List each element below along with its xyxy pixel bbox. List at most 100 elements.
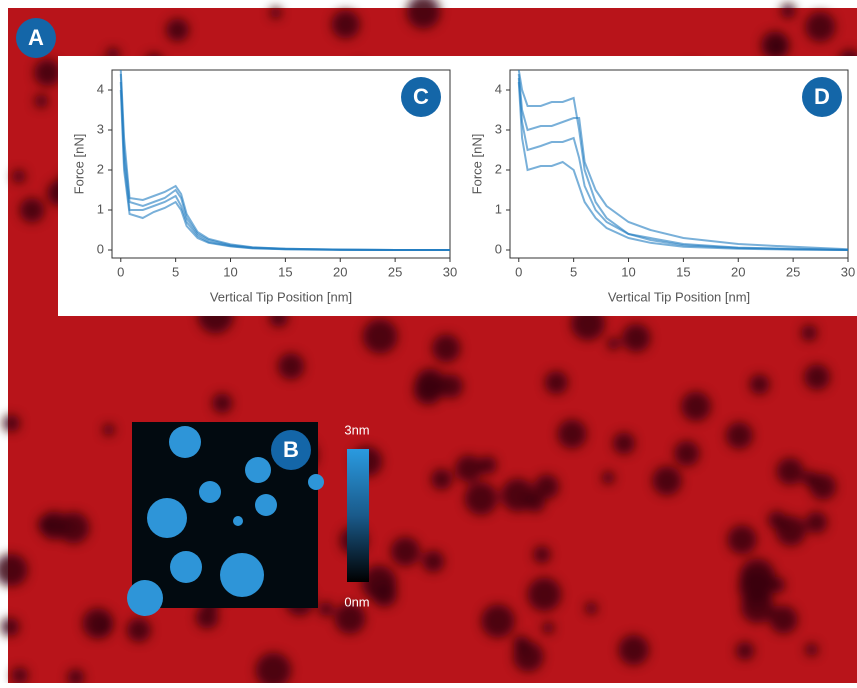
dark-domain (681, 391, 712, 422)
plot-frame (509, 69, 849, 259)
dark-domain (775, 515, 807, 547)
x-tick-label: 10 (223, 264, 237, 279)
dark-domain (735, 641, 755, 661)
dark-domain (618, 634, 650, 666)
x-tick-label: 0 (117, 264, 124, 279)
dark-domain (809, 473, 837, 500)
dark-domain (607, 337, 620, 351)
dark-domain (34, 94, 49, 109)
colorbar-label: 0nm (344, 594, 369, 609)
dark-domain (413, 375, 443, 405)
dark-domain (769, 605, 798, 634)
dark-domain (430, 468, 453, 490)
x-tick-label: 5 (570, 264, 577, 279)
dark-domain (584, 601, 598, 615)
dark-domain (431, 334, 461, 363)
dark-domain (725, 421, 753, 450)
dark-domain (513, 641, 544, 672)
dark-domain (102, 423, 115, 437)
panel-badge (271, 430, 311, 470)
dark-domain (776, 457, 804, 486)
dark-domain (739, 558, 776, 595)
force-curve (517, 73, 849, 251)
force-curve (517, 81, 849, 251)
y-tick-label: 2 (495, 161, 502, 176)
dark-domain (601, 471, 615, 485)
dark-domain (67, 668, 85, 687)
x-tick-label: 30 (841, 264, 855, 279)
dark-domain (277, 352, 305, 380)
dark-domain (211, 392, 233, 414)
y-tick-label: 3 (97, 121, 104, 136)
dark-domain (760, 31, 790, 60)
dark-domain (727, 524, 757, 555)
dark-domain (780, 3, 796, 19)
dark-domain (334, 602, 366, 635)
y-axis-label: Force [nN] (469, 134, 484, 195)
dark-domain (749, 374, 770, 395)
dark-domain (527, 577, 562, 612)
panel-letter: B (283, 437, 299, 462)
plot-frame (111, 69, 451, 259)
dark-domain (501, 478, 535, 512)
x-tick-label: 0 (515, 264, 522, 279)
x-tick-label: 15 (676, 264, 690, 279)
panel-letter: C (413, 84, 429, 109)
dark-domain (557, 419, 587, 449)
dark-domain (82, 607, 114, 640)
dark-domain (195, 605, 219, 629)
force-curve (119, 69, 450, 251)
x-tick-label: 15 (278, 264, 292, 279)
dark-domain (622, 323, 651, 353)
dark-domain (255, 652, 292, 688)
dark-domain (804, 643, 819, 657)
dark-domain (2, 414, 21, 433)
dark-domain (803, 363, 831, 391)
dark-domain (673, 440, 700, 467)
y-tick-label: 1 (97, 201, 104, 216)
dark-domain (165, 18, 190, 42)
dark-domain (19, 197, 45, 223)
dark-domain (438, 374, 463, 399)
dark-domain (422, 550, 445, 573)
dark-domain (533, 545, 551, 564)
dark-domain (478, 455, 497, 475)
dark-domain (11, 667, 29, 685)
dark-domain (464, 482, 498, 516)
dark-domain (544, 370, 569, 395)
x-tick-label: 10 (621, 264, 635, 279)
dark-domain (269, 6, 282, 19)
colorbar-label: 3nm (344, 422, 369, 437)
dark-domain (612, 432, 636, 455)
chart: 0 5 10 15 20 25 30 0 1 2 3 4 Vertical Tip Position [… (71, 69, 457, 304)
y-tick-label: 0 (97, 241, 104, 256)
x-tick-label: 20 (333, 264, 347, 279)
dark-domain (362, 318, 398, 354)
panel-badge (802, 77, 842, 117)
dark-domain (768, 576, 786, 594)
dark-domain (541, 621, 555, 635)
dark-domain (33, 59, 62, 87)
dark-domain (371, 581, 398, 608)
chart-panel (58, 56, 857, 316)
dark-domain (0, 553, 28, 587)
panel-letter: A (28, 25, 44, 50)
panel-badge (401, 77, 441, 117)
x-tick-label: 30 (443, 264, 457, 279)
y-tick-label: 0 (495, 241, 502, 256)
x-tick-label: 25 (388, 264, 402, 279)
y-tick-label: 2 (97, 161, 104, 176)
x-axis-label: Vertical Tip Position [nm] (210, 289, 352, 304)
chart: 0 5 10 15 20 25 30 0 1 2 3 4 Vertical Tip Position [… (469, 69, 855, 304)
x-tick-label: 5 (172, 264, 179, 279)
y-tick-label: 1 (495, 201, 502, 216)
dark-domain (390, 536, 421, 567)
dark-domain (126, 618, 151, 643)
force-curve (517, 77, 849, 251)
dark-domain (331, 10, 361, 39)
x-tick-label: 25 (786, 264, 800, 279)
dark-domain (534, 474, 560, 500)
afm-image (127, 422, 369, 616)
dark-domain (455, 454, 483, 483)
